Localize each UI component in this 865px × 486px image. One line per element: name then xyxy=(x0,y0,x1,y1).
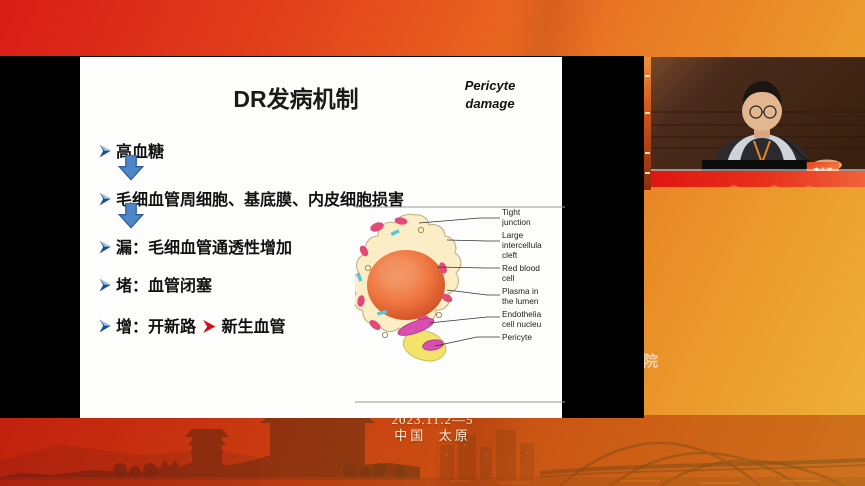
svg-text:the lumen: the lumen xyxy=(502,296,539,306)
svg-text:Tight: Tight xyxy=(502,207,521,217)
svg-text:Plasma in: Plasma in xyxy=(502,286,539,296)
svg-text:junction: junction xyxy=(501,217,531,227)
svg-text:Red blood: Red blood xyxy=(502,263,540,273)
svg-text:cell: cell xyxy=(502,273,515,283)
svg-text:cell nucleu: cell nucleu xyxy=(502,319,542,329)
svg-text:Endothelia: Endothelia xyxy=(502,309,542,319)
svg-text:Pericyte: Pericyte xyxy=(502,332,532,342)
svg-text:cleft: cleft xyxy=(502,250,518,260)
svg-text:Large: Large xyxy=(502,230,524,240)
svg-text:intercellula: intercellula xyxy=(502,240,542,250)
